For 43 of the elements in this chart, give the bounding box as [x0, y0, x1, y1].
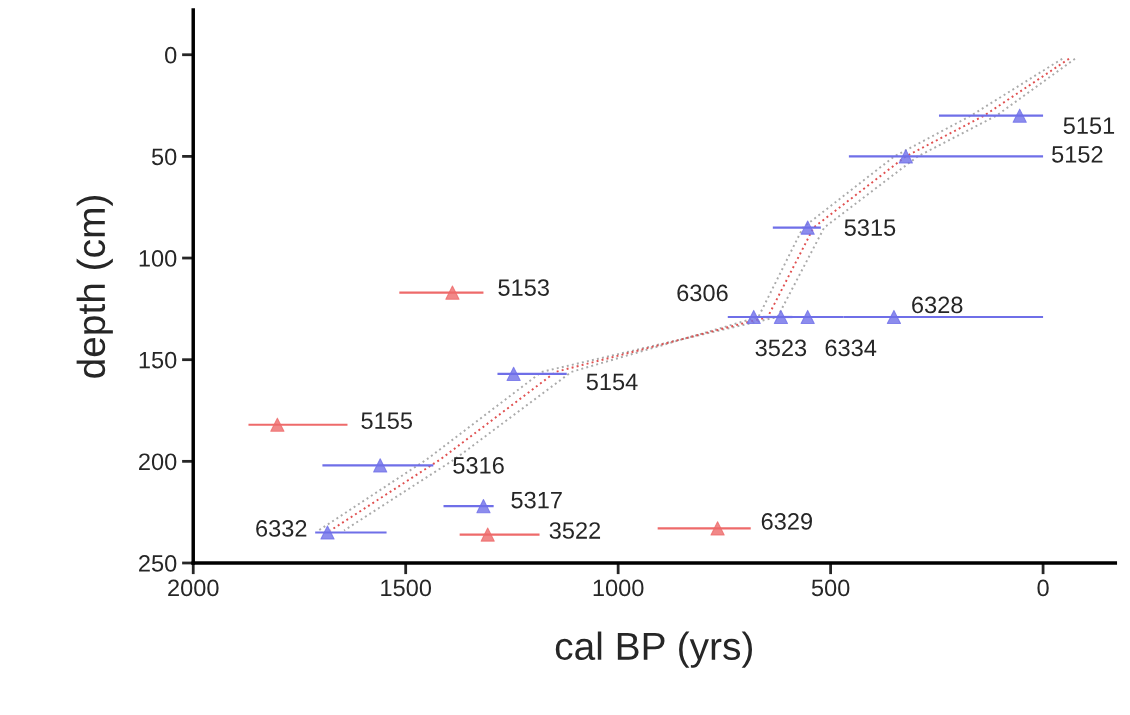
annotation: 5155: [361, 412, 413, 430]
point: [746, 309, 761, 325]
x-tick-label: 2000: [168, 579, 219, 597]
point: [506, 366, 521, 382]
annotation: 5152: [1052, 146, 1103, 163]
y-tick-label: 0: [165, 46, 177, 64]
y-axis-title: depth (cm): [76, 195, 113, 378]
x-tick-label: 1000: [593, 579, 644, 597]
point: [710, 521, 725, 536]
x-axis-title: cal BP (yrs): [555, 631, 752, 668]
y-tick-label: 100: [139, 250, 177, 267]
point: [480, 527, 495, 542]
annotation: 5151: [1063, 117, 1115, 135]
annotation: 5317: [511, 491, 562, 509]
x-tick-label: 0: [1037, 579, 1049, 597]
annotation: 5315: [844, 219, 896, 236]
x-tick-label: 1500: [381, 579, 432, 597]
y-tick-label: 250: [139, 555, 177, 572]
y-tick-label: 150: [139, 351, 177, 369]
annotation: 6329: [761, 513, 812, 530]
point: [1012, 108, 1027, 123]
point: [800, 220, 815, 235]
annotation: 5154: [586, 373, 638, 391]
point: [773, 309, 789, 325]
point: [800, 309, 815, 325]
annotation: 6334: [825, 339, 877, 357]
x-tick-label: 500: [811, 579, 850, 597]
annotation: 5153: [498, 279, 549, 296]
point: [445, 285, 460, 300]
point: [320, 525, 335, 540]
point: [270, 417, 285, 432]
y-tick-label: 200: [139, 453, 177, 471]
point: [886, 309, 902, 325]
y-tick-label: 50: [151, 148, 177, 166]
point: [373, 458, 388, 473]
annotation: 6306: [677, 284, 728, 302]
annotation: 6328: [912, 296, 963, 314]
point: [898, 149, 913, 164]
point: [476, 498, 491, 514]
annotation: 3522: [549, 522, 601, 539]
annotation: 6332: [256, 520, 307, 537]
annotation: 3523: [755, 339, 807, 357]
annotation: 5316: [453, 457, 504, 474]
